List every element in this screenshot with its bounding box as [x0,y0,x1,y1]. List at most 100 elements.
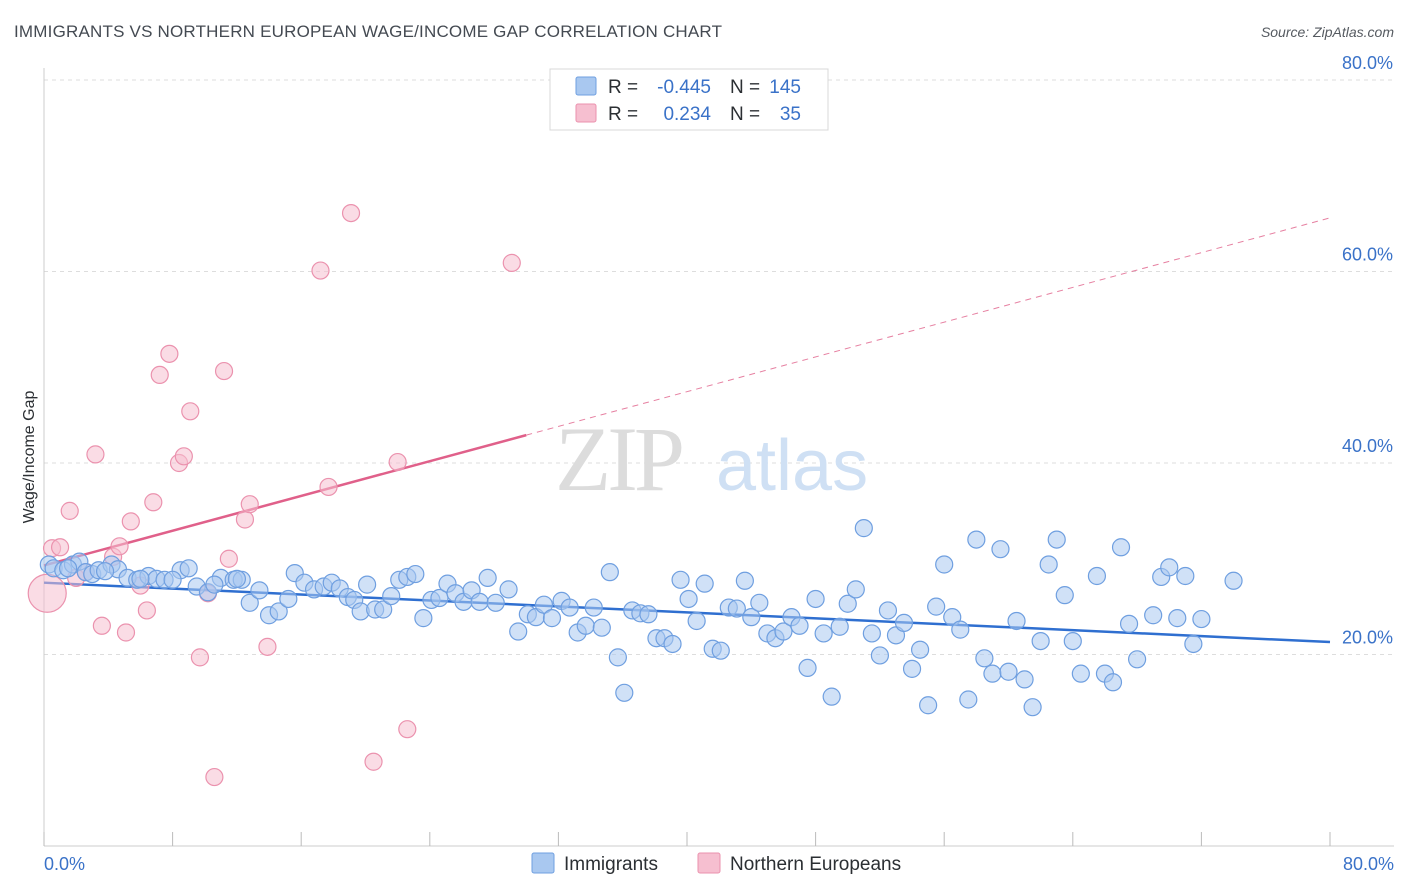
immigrants-point [951,620,970,639]
northern-europeans-point [27,573,67,613]
immigrants-point [967,530,986,549]
bottom-legend-swatch-northern-europeans [697,852,721,874]
immigrants-point [894,613,914,633]
legend-r-label-2: R = [608,104,638,125]
northern-europeans-point [92,616,111,635]
watermark-zip: ZIP [555,408,682,510]
immigrants-point [711,641,730,660]
immigrants-point [131,569,150,588]
northern-europeans-point [60,501,79,520]
immigrants-point [205,575,224,594]
immigrants-point [1119,614,1139,633]
legend-n-label-1: N = [730,77,760,98]
northern-europeans-point [116,623,136,642]
immigrants-point [542,609,562,628]
northern-europeans-point [502,253,521,272]
bottom-legend-immigrants: Immigrants [564,854,658,875]
northern-europeans-point [160,344,179,363]
immigrants-point [95,562,115,581]
immigrants-point [406,564,425,584]
immigrants-point [250,581,269,600]
immigrants-point [639,605,658,624]
northern-europeans-point [110,537,129,556]
immigrants-point [600,563,619,582]
immigrants-point [584,598,603,617]
immigrants-point [735,571,754,590]
immigrants-point [1039,555,1058,574]
northern-europeans-trend-extension [526,217,1331,436]
legend-swatch-northern-europeans [575,103,597,123]
immigrants-point [846,580,865,599]
immigrants-point [1055,586,1074,605]
x-axis-ticks [43,832,1331,846]
northern-europeans-point [137,601,156,620]
immigrants-point [1103,673,1123,692]
immigrants-point [790,616,809,635]
immigrants-point [854,519,873,538]
immigrants-point [1160,558,1179,577]
immigrants-point [870,646,890,665]
immigrants-point [935,555,954,574]
legend-r-value-2: 0.234 [663,104,711,125]
immigrants-point [414,609,433,628]
immigrants-point [927,597,946,616]
immigrants-point [560,598,579,617]
northern-europeans-point [364,752,383,771]
immigrants-point [1023,698,1042,717]
immigrants-point [279,589,298,609]
legend-r-label-1: R = [608,77,638,98]
immigrants-point [59,559,78,578]
immigrants-point [959,690,978,709]
immigrants-point [227,569,246,588]
immigrants-point [382,586,401,606]
immigrants-point [179,559,198,578]
legend-n-value-2: 35 [780,104,801,125]
legend-n-label-2: N = [730,104,760,125]
northern-europeans-points [27,203,521,787]
immigrants-point [878,601,898,620]
grid-lines [44,79,1394,655]
y-tick-label-80: 80.0% [1342,53,1393,73]
northern-europeans-point [190,648,210,667]
northern-europeans-point [311,261,330,280]
immigrants-point [240,593,259,612]
northern-europeans-point [50,538,70,557]
northern-europeans-point [214,361,234,381]
immigrants-point [615,683,634,702]
y-tick-label-20: 20.0% [1342,628,1393,648]
immigrants-point [509,622,528,641]
immigrants-point [374,600,393,619]
immigrants-point [1071,664,1090,683]
x-tick-label-min: 0.0% [44,854,85,874]
immigrants-point [1063,631,1082,651]
bottom-legend-swatch-immigrants [531,852,555,874]
immigrants-point [671,570,690,589]
immigrants-point [750,593,769,612]
immigrants-point [679,589,698,609]
immigrants-point [1144,606,1163,625]
legend-n-value-1: 145 [769,77,801,98]
immigrants-point [1047,530,1066,549]
northern-europeans-point [240,495,259,514]
northern-europeans-point [205,767,224,787]
immigrants-point [991,540,1010,559]
immigrants-point [814,624,833,643]
y-axis-label: Wage/Income Gap [21,391,38,524]
northern-europeans-point [258,637,277,656]
immigrants-point [163,570,182,589]
immigrants-point [592,618,611,637]
immigrants-point [1176,566,1195,586]
immigrants-point [919,696,938,715]
y-tick-label-40: 40.0% [1342,436,1393,456]
correlation-legend: R = -0.445 N = 145 R = 0.234 N = 35 [549,68,829,131]
series-legend: Immigrants Northern Europeans [531,852,901,875]
immigrants-point [1031,631,1050,651]
immigrants-point [983,664,1002,683]
immigrants-point [358,575,377,594]
immigrants-point [1087,566,1107,586]
immigrants-point [499,580,518,599]
immigrants-point [695,574,714,593]
immigrants-point [806,589,825,609]
x-tick-label-max: 80.0% [1343,854,1394,874]
immigrants-point [486,593,505,612]
